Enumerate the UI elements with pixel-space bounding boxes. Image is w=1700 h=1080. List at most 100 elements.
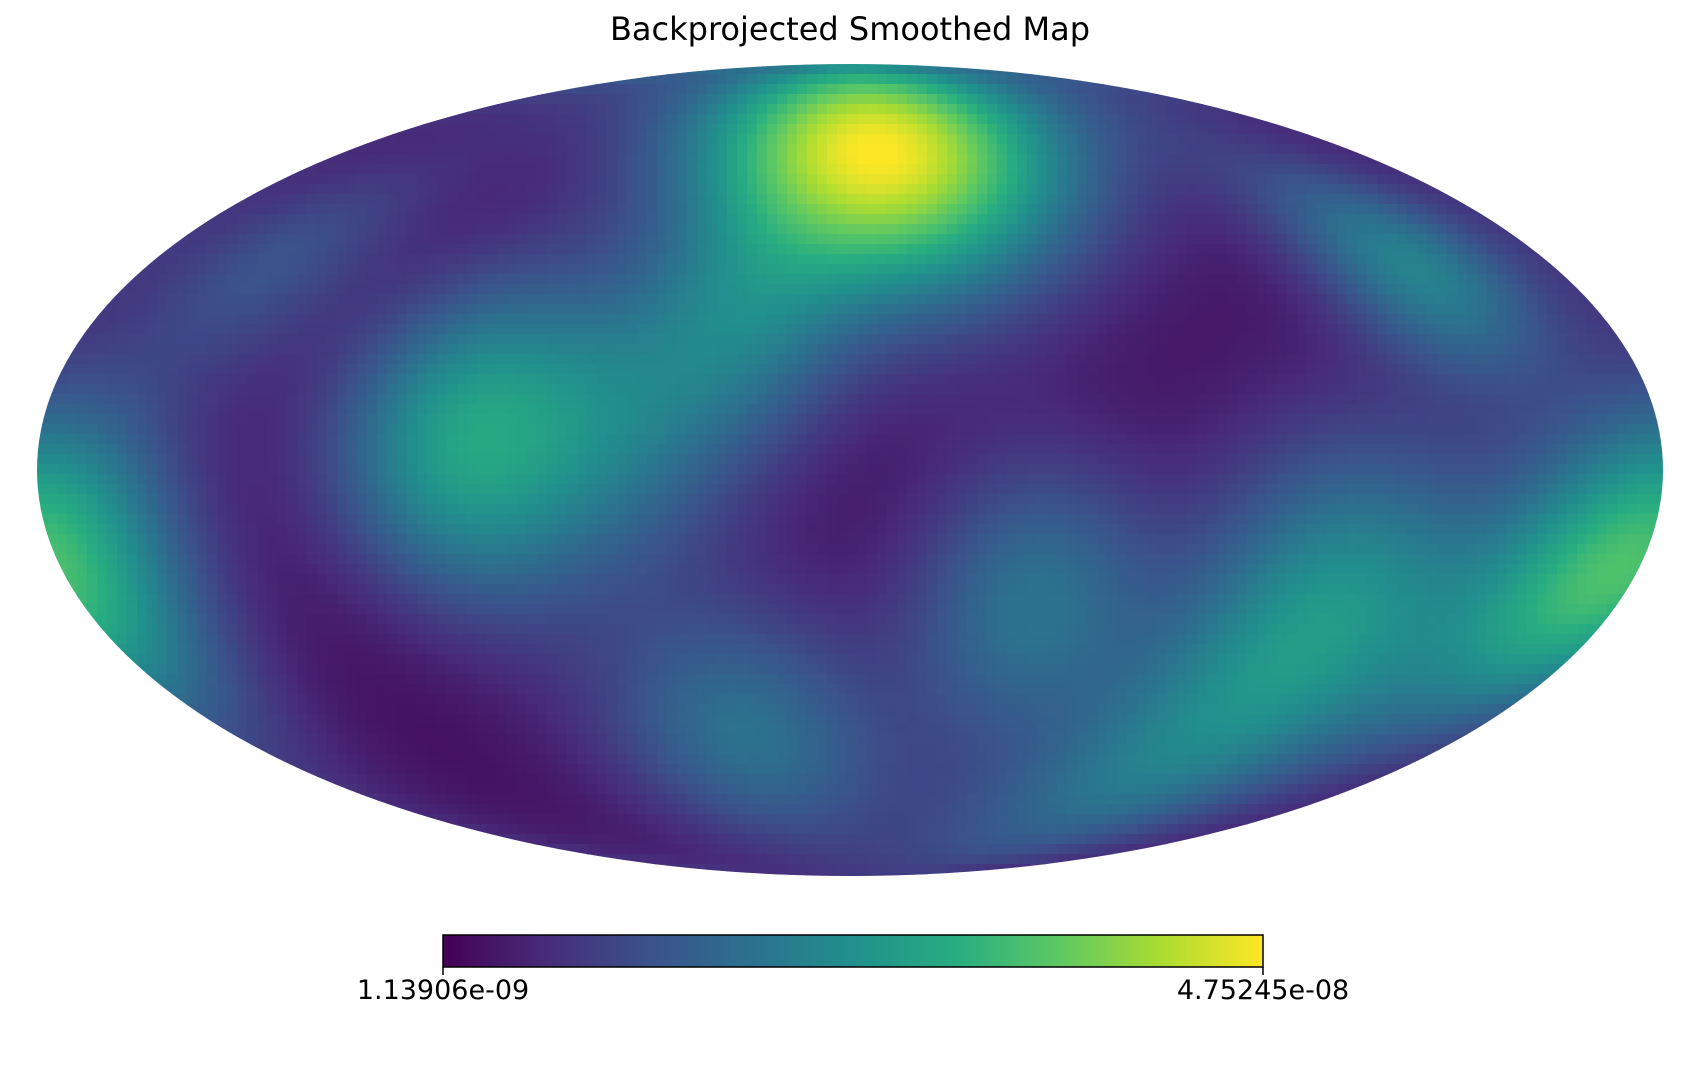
map-pixel — [377, 424, 388, 435]
map-pixel — [757, 374, 768, 385]
map-pixel — [1297, 304, 1308, 315]
map-pixel — [1077, 194, 1088, 205]
map-pixel — [277, 204, 288, 215]
map-pixel — [1007, 74, 1018, 85]
map-pixel — [1157, 274, 1168, 285]
map-pixel — [1427, 234, 1438, 245]
map-pixel — [1037, 354, 1048, 365]
map-pixel — [987, 384, 998, 395]
map-pixel — [217, 304, 228, 315]
map-pixel — [517, 234, 528, 245]
map-pixel — [617, 324, 628, 335]
map-pixel — [297, 294, 308, 305]
map-pixel — [1007, 284, 1018, 295]
map-pixel — [537, 394, 548, 405]
map-pixel — [417, 174, 428, 185]
map-pixel — [727, 74, 738, 85]
map-pixel — [277, 274, 288, 285]
map-pixel — [1267, 174, 1278, 185]
map-pixel — [897, 294, 908, 305]
map-pixel — [297, 274, 308, 285]
map-pixel — [547, 114, 558, 125]
map-pixel — [157, 424, 168, 435]
map-pixel — [1617, 374, 1628, 385]
map-pixel — [597, 264, 608, 275]
map-pixel — [1577, 354, 1588, 365]
map-pixel — [147, 374, 158, 385]
map-pixel — [167, 364, 178, 375]
map-pixel — [897, 94, 908, 105]
map-pixel — [527, 434, 538, 445]
map-pixel — [1437, 204, 1448, 215]
map-pixel — [1027, 314, 1038, 325]
map-pixel — [447, 394, 458, 405]
map-pixel — [287, 334, 298, 345]
map-pixel — [1507, 244, 1518, 255]
map-pixel — [197, 384, 208, 395]
map-pixel — [707, 84, 718, 95]
map-pixel — [1447, 384, 1458, 395]
map-pixel — [1527, 334, 1538, 345]
map-pixel — [877, 214, 888, 225]
map-pixel — [1157, 134, 1168, 145]
map-pixel — [547, 74, 558, 85]
map-pixel — [737, 134, 748, 145]
map-pixel — [427, 324, 438, 335]
map-pixel — [1097, 354, 1108, 365]
map-pixel — [817, 314, 828, 325]
map-pixel — [367, 344, 378, 355]
map-pixel — [517, 294, 528, 305]
map-pixel — [1157, 374, 1168, 385]
map-pixel — [467, 424, 478, 435]
map-pixel — [1637, 424, 1648, 435]
map-pixel — [757, 124, 768, 135]
map-pixel — [1547, 394, 1558, 405]
map-pixel — [237, 334, 248, 345]
map-pixel — [807, 184, 818, 195]
map-pixel — [467, 124, 478, 135]
map-pixel — [777, 174, 788, 185]
map-pixel — [927, 304, 938, 315]
map-pixel — [297, 184, 308, 195]
map-pixel — [1197, 104, 1208, 115]
map-pixel — [487, 394, 498, 405]
map-pixel — [1147, 354, 1158, 365]
map-pixel — [987, 354, 998, 365]
map-pixel — [757, 144, 768, 155]
map-pixel — [917, 164, 928, 175]
map-pixel — [707, 164, 718, 175]
map-pixel — [1337, 164, 1348, 175]
map-pixel — [1067, 234, 1078, 245]
map-pixel — [347, 174, 358, 185]
map-pixel — [997, 364, 1008, 375]
map-pixel — [657, 64, 668, 75]
map-pixel — [887, 144, 898, 155]
map-pixel — [757, 164, 768, 175]
map-pixel — [1437, 194, 1448, 205]
map-pixel — [1617, 414, 1628, 425]
map-pixel — [817, 394, 828, 405]
map-pixel — [567, 204, 578, 215]
map-pixel — [497, 104, 508, 115]
map-pixel — [1117, 264, 1128, 275]
map-pixel — [737, 214, 748, 225]
map-pixel — [1377, 354, 1388, 365]
map-pixel — [477, 364, 488, 375]
map-pixel — [497, 394, 508, 405]
map-pixel — [547, 424, 558, 435]
map-pixel — [387, 264, 398, 275]
map-pixel — [97, 274, 108, 285]
map-pixel — [1327, 154, 1338, 165]
map-pixel — [1257, 144, 1268, 155]
map-pixel — [627, 214, 638, 225]
map-pixel — [1227, 144, 1238, 155]
map-pixel — [1317, 174, 1328, 185]
map-pixel — [977, 184, 988, 195]
map-pixel — [587, 304, 598, 315]
map-pixel — [1067, 254, 1078, 265]
map-pixel — [407, 274, 418, 285]
map-pixel — [567, 254, 578, 265]
map-pixel — [687, 94, 698, 105]
map-pixel — [1337, 414, 1348, 425]
map-pixel — [927, 114, 938, 125]
